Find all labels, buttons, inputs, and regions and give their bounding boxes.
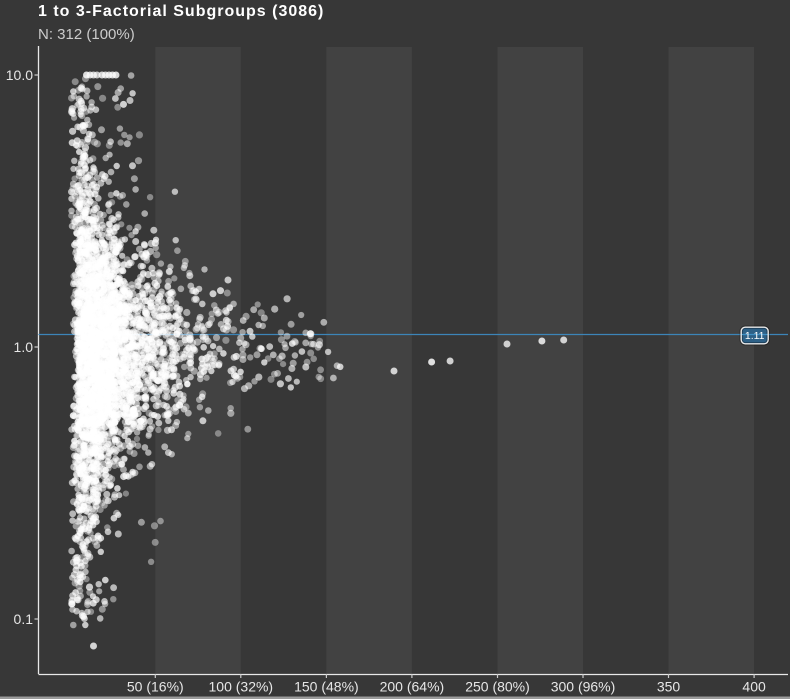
svg-text:100 (32%): 100 (32%) [209, 679, 274, 695]
svg-text:150 (48%): 150 (48%) [294, 679, 359, 695]
svg-text:350: 350 [657, 679, 681, 695]
svg-text:1.0: 1.0 [14, 339, 34, 355]
svg-text:200 (64%): 200 (64%) [380, 679, 445, 695]
svg-text:250 (80%): 250 (80%) [465, 679, 530, 695]
svg-text:400: 400 [742, 679, 766, 695]
svg-text:1.11: 1.11 [745, 330, 765, 342]
svg-text:0.1: 0.1 [14, 611, 34, 627]
svg-text:300 (96%): 300 (96%) [551, 679, 616, 695]
svg-text:50 (16%): 50 (16%) [127, 679, 184, 695]
svg-text:10.0: 10.0 [6, 67, 33, 83]
